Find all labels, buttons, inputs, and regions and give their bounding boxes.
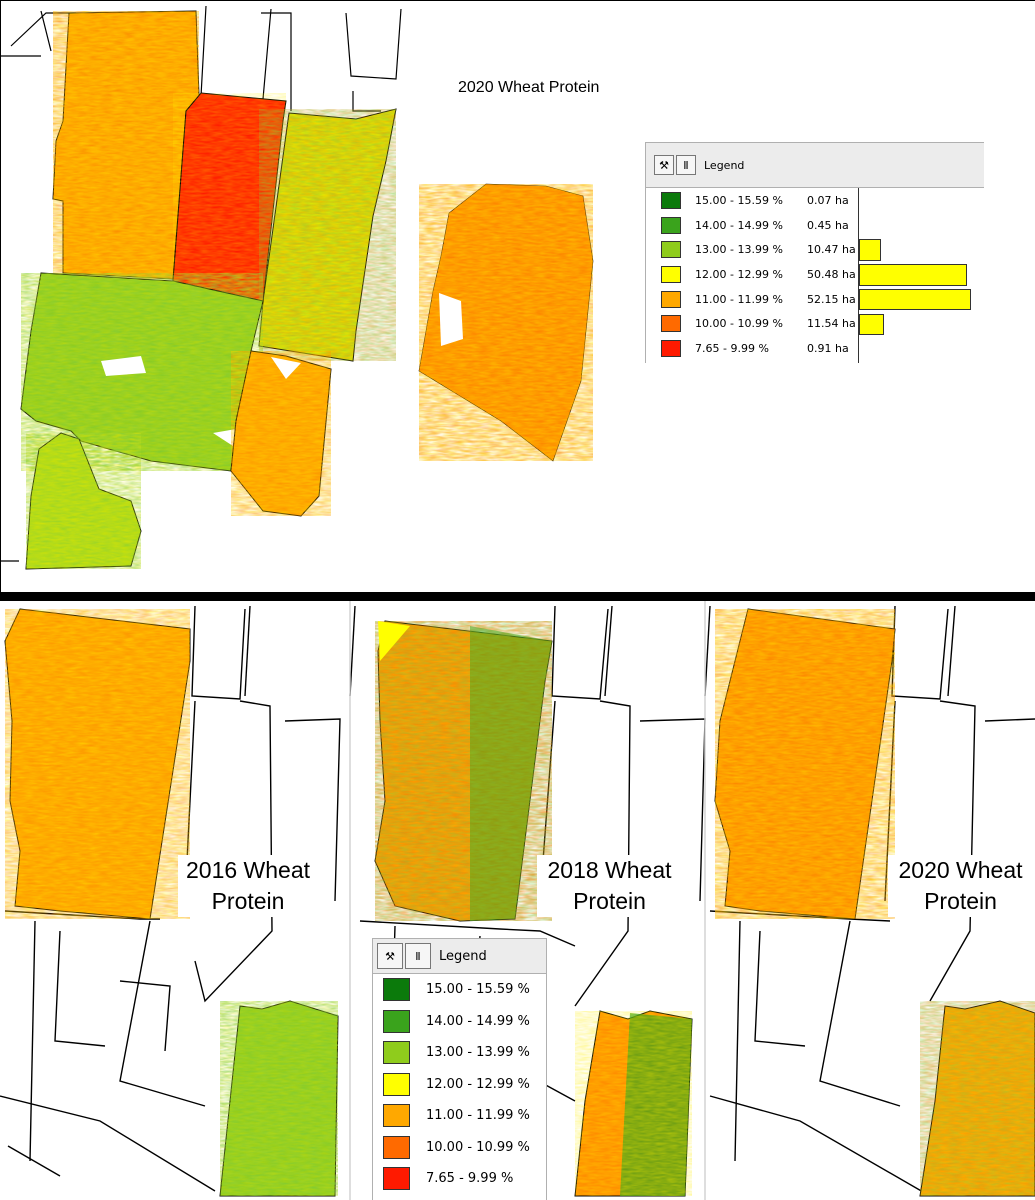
bottom-legend-range-label: 13.00 - 13.99 % <box>426 1045 530 1061</box>
label-2018-line2: Protein <box>573 888 646 914</box>
bottom-legend-swatch <box>383 1104 410 1128</box>
legend-area-label: 52.15 ha <box>807 292 856 306</box>
legend-swatch <box>661 216 681 234</box>
label-2020-wheat-protein: 2020 Wheat Protein <box>888 855 1033 917</box>
bottom-legend-swatch <box>383 1041 410 1065</box>
legend-range-label: 11.00 - 11.99 % <box>695 292 783 306</box>
bottom-legend-panel: ⚒ Ⅱ Legend 15.00 - 15.59 % 14.00 - 14.99 … <box>372 938 547 1200</box>
legend-swatch <box>661 290 681 308</box>
bottom-map-canvas <box>0 601 1035 1200</box>
field-c <box>258 108 397 362</box>
legend-range-label: 10.00 - 10.99 % <box>695 317 783 331</box>
field-g <box>418 183 594 462</box>
bottom-legend-settings-icon[interactable]: ⚒ <box>377 943 403 969</box>
legend-row: 15.00 - 15.59 % 0.07 ha <box>646 188 858 213</box>
legend-swatch <box>661 315 681 333</box>
bottom-field-boundaries <box>0 601 1035 1200</box>
legend-swatch <box>661 339 681 357</box>
bottom-legend-swatch <box>383 1009 410 1033</box>
panel-divider <box>0 592 1035 601</box>
legend-panel: ⚒ Ⅱ Legend 15.00 - 15.59 % 0.07 ha 14.00 -… <box>645 142 984 363</box>
field-2020-south <box>919 1000 1035 1197</box>
bottom-legend-row: 12.00 - 12.99 % <box>373 1069 546 1101</box>
legend-range-label: 14.00 - 14.99 % <box>695 218 783 232</box>
label-2020-line1: 2020 Wheat <box>898 857 1023 883</box>
legend-title: Legend <box>704 158 745 172</box>
legend-row: 14.00 - 14.99 % 0.45 ha <box>646 213 858 238</box>
histogram-bar <box>859 239 882 262</box>
legend-range-label: 12.00 - 12.99 % <box>695 267 783 281</box>
field-2020-north <box>714 608 896 920</box>
bottom-legend-range-label: 12.00 - 12.99 % <box>426 1076 530 1092</box>
bottom-legend-chart-icon[interactable]: Ⅱ <box>405 943 431 969</box>
histogram-bar <box>859 264 968 286</box>
bottom-legend-swatch <box>383 978 410 1002</box>
legend-settings-icon[interactable]: ⚒ <box>654 155 674 175</box>
bottom-legend-swatch <box>383 1072 410 1096</box>
label-2020-line2: Protein <box>924 888 997 914</box>
label-2018-wheat-protein: 2018 Wheat Protein <box>537 855 682 917</box>
bottom-legend-swatch <box>383 1135 410 1159</box>
label-2016-wheat-protein: 2016 Wheat Protein <box>178 855 318 917</box>
bottom-legend-row: 15.00 - 15.59 % <box>373 974 546 1006</box>
legend-row: 13.00 - 13.99 % 10.47 ha <box>646 237 858 262</box>
field-e <box>230 350 332 517</box>
legend-row: 7.65 - 9.99 % 0.91 ha <box>646 336 858 361</box>
legend-row: 11.00 - 11.99 % 52.15 ha <box>646 287 858 312</box>
legend-row: 12.00 - 12.99 % 50.48 ha <box>646 262 858 287</box>
bottom-legend-row: 11.00 - 11.99 % <box>373 1100 546 1132</box>
legend-range-label: 13.00 - 13.99 % <box>695 243 783 257</box>
legend-chart-icon[interactable]: Ⅱ <box>676 155 696 175</box>
label-2018-line1: 2018 Wheat <box>547 857 672 883</box>
bottom-legend-row: 14.00 - 14.99 % <box>373 1006 546 1038</box>
legend-area-label: 10.47 ha <box>807 243 856 257</box>
bottom-legend-row: 7.65 - 9.99 % <box>373 1163 546 1195</box>
legend-row: 10.00 - 10.99 % 11.54 ha <box>646 311 858 336</box>
bottom-legend-range-label: 10.00 - 10.99 % <box>426 1139 530 1155</box>
legend-range-label: 7.65 - 9.99 % <box>695 341 769 355</box>
field-2018-south <box>574 1010 693 1197</box>
histogram-bar <box>859 288 971 311</box>
field-d <box>20 272 264 472</box>
field-f <box>25 432 142 570</box>
legend-area-label: 50.48 ha <box>807 267 856 281</box>
field-a <box>52 10 200 280</box>
top-map-panel: 2020 Wheat Protein ⚒ Ⅱ Legend 15.00 - 15… <box>0 0 1035 594</box>
legend-swatch <box>661 191 681 209</box>
label-2016-line2: Protein <box>211 888 285 914</box>
label-2016-line1: 2016 Wheat <box>185 857 311 883</box>
legend-area-label: 0.91 ha <box>807 341 849 355</box>
legend-area-label: 0.07 ha <box>807 193 849 207</box>
legend-area-label: 0.45 ha <box>807 218 849 232</box>
legend-swatch <box>661 265 681 283</box>
bottom-legend-range-label: 15.00 - 15.59 % <box>426 982 530 998</box>
field-2016-north <box>4 608 191 920</box>
bottom-legend-row: 13.00 - 13.99 % <box>373 1037 546 1069</box>
bottom-legend-title: Legend <box>439 948 487 964</box>
legend-rows: 15.00 - 15.59 % 0.07 ha 14.00 - 14.99 % 0.4… <box>646 188 971 363</box>
legend-swatch <box>661 241 681 259</box>
legend-area-label: 11.54 ha <box>807 317 856 331</box>
bottom-map-panel: 2016 Wheat Protein 2018 Wheat Protein 20… <box>0 601 1035 1200</box>
bottom-legend-header: ⚒ Ⅱ Legend <box>373 939 546 974</box>
bottom-legend-row: 10.00 - 10.99 % <box>373 1132 546 1164</box>
legend-header: ⚒ Ⅱ Legend <box>646 143 984 188</box>
top-map-canvas <box>1 5 594 570</box>
legend-range-label: 15.00 - 15.59 % <box>695 193 783 207</box>
bottom-legend-range-label: 14.00 - 14.99 % <box>426 1013 530 1029</box>
bottom-legend-range-label: 11.00 - 11.99 % <box>426 1108 530 1124</box>
field-2016-south <box>219 1000 339 1197</box>
histogram-bar <box>859 313 884 336</box>
bottom-legend-rows: 15.00 - 15.59 % 14.00 - 14.99 % 13.00 - 13… <box>373 974 546 1200</box>
field-2018-north <box>374 620 553 922</box>
field-b <box>172 92 287 302</box>
map-title: 2020 Wheat Protein <box>458 79 600 96</box>
bottom-legend-range-label: 7.65 - 9.99 % <box>426 1171 514 1187</box>
bottom-legend-swatch <box>383 1167 410 1191</box>
